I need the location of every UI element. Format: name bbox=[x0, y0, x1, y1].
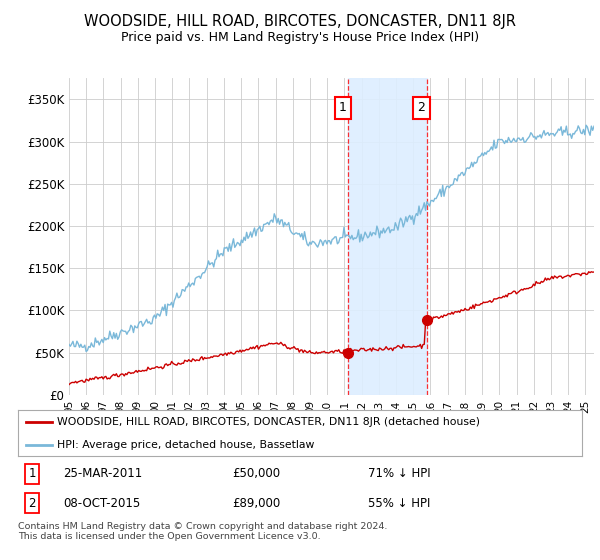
Text: 55% ↓ HPI: 55% ↓ HPI bbox=[368, 497, 430, 510]
Text: HPI: Average price, detached house, Bassetlaw: HPI: Average price, detached house, Bass… bbox=[58, 440, 315, 450]
Bar bbox=[348, 78, 427, 395]
Text: 71% ↓ HPI: 71% ↓ HPI bbox=[368, 468, 430, 480]
Text: £50,000: £50,000 bbox=[232, 468, 280, 480]
Text: £89,000: £89,000 bbox=[232, 497, 281, 510]
Text: WOODSIDE, HILL ROAD, BIRCOTES, DONCASTER, DN11 8JR: WOODSIDE, HILL ROAD, BIRCOTES, DONCASTER… bbox=[84, 14, 516, 29]
Text: 1: 1 bbox=[28, 468, 36, 480]
Text: Price paid vs. HM Land Registry's House Price Index (HPI): Price paid vs. HM Land Registry's House … bbox=[121, 31, 479, 44]
Text: WOODSIDE, HILL ROAD, BIRCOTES, DONCASTER, DN11 8JR (detached house): WOODSIDE, HILL ROAD, BIRCOTES, DONCASTER… bbox=[58, 417, 481, 427]
Text: 2: 2 bbox=[418, 101, 425, 114]
Text: Contains HM Land Registry data © Crown copyright and database right 2024.
This d: Contains HM Land Registry data © Crown c… bbox=[18, 522, 388, 542]
Text: 25-MAR-2011: 25-MAR-2011 bbox=[63, 468, 142, 480]
Text: 1: 1 bbox=[339, 101, 347, 114]
Text: 2: 2 bbox=[28, 497, 36, 510]
Text: 08-OCT-2015: 08-OCT-2015 bbox=[63, 497, 140, 510]
